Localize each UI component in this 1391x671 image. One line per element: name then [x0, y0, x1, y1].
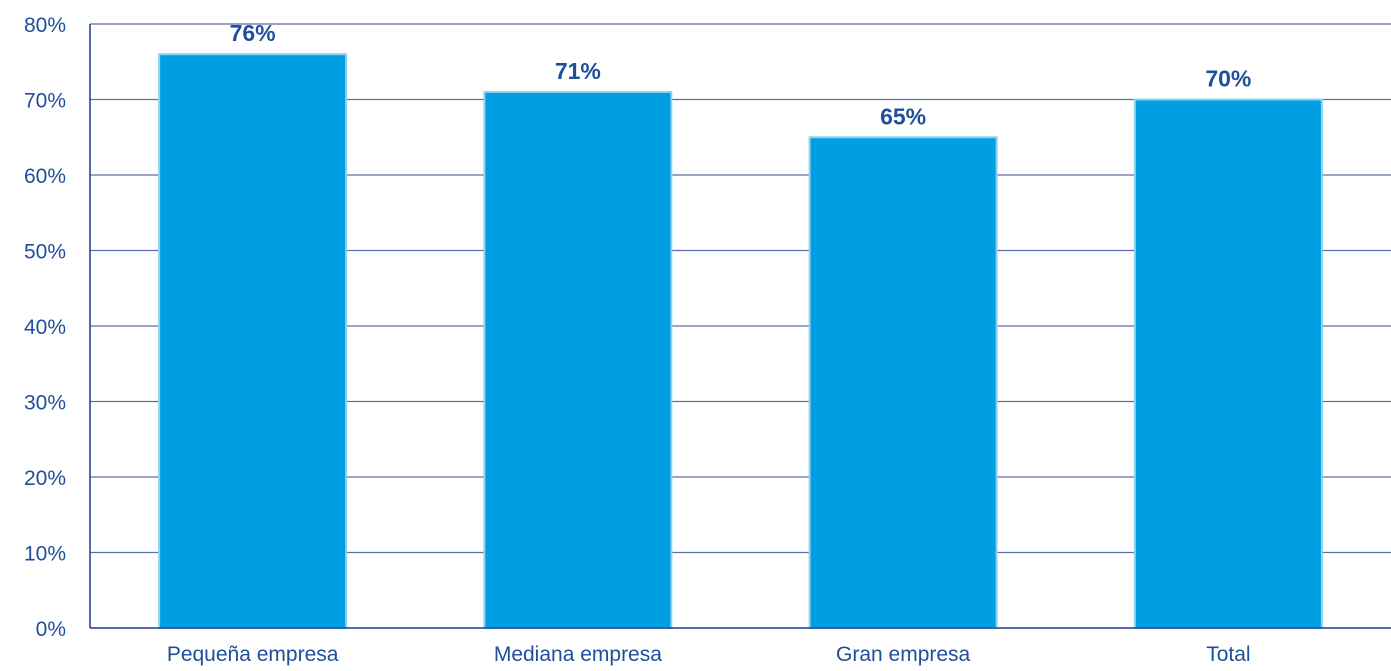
y-tick-label: 70%: [24, 90, 66, 113]
axes: [89, 24, 1391, 629]
y-tick-label: 40%: [24, 316, 66, 339]
x-axis-tick-labels: Pequeña empresa Mediana empresa Gran empre…: [167, 643, 1251, 666]
y-tick-label: 0%: [36, 618, 66, 641]
x-tick-label: Mediana empresa: [494, 643, 662, 666]
data-label: 76%: [230, 20, 276, 46]
y-tick-label: 30%: [24, 392, 66, 415]
data-label: 65%: [880, 103, 926, 129]
y-tick-label: 10%: [24, 543, 66, 566]
bar: [808, 136, 998, 629]
data-label: 71%: [555, 58, 601, 84]
data-label: 70%: [1205, 66, 1251, 92]
x-tick-label: Pequeña empresa: [167, 643, 339, 666]
y-tick-label: 50%: [24, 241, 66, 264]
bar: [158, 53, 348, 629]
y-tick-label: 60%: [24, 165, 66, 188]
bar: [1133, 98, 1323, 629]
y-axis-tick-labels: 0% 10% 20% 30% 40% 50% 60% 70% 80%: [24, 14, 66, 641]
data-labels: 76% 71% 65% 70%: [230, 20, 1252, 129]
x-tick-label: Total: [1206, 643, 1250, 666]
y-tick-label: 20%: [24, 467, 66, 490]
x-tick-label: Gran empresa: [836, 643, 971, 666]
bars: [158, 53, 1323, 629]
bar: [483, 90, 673, 629]
y-tick-label: 80%: [24, 14, 66, 37]
